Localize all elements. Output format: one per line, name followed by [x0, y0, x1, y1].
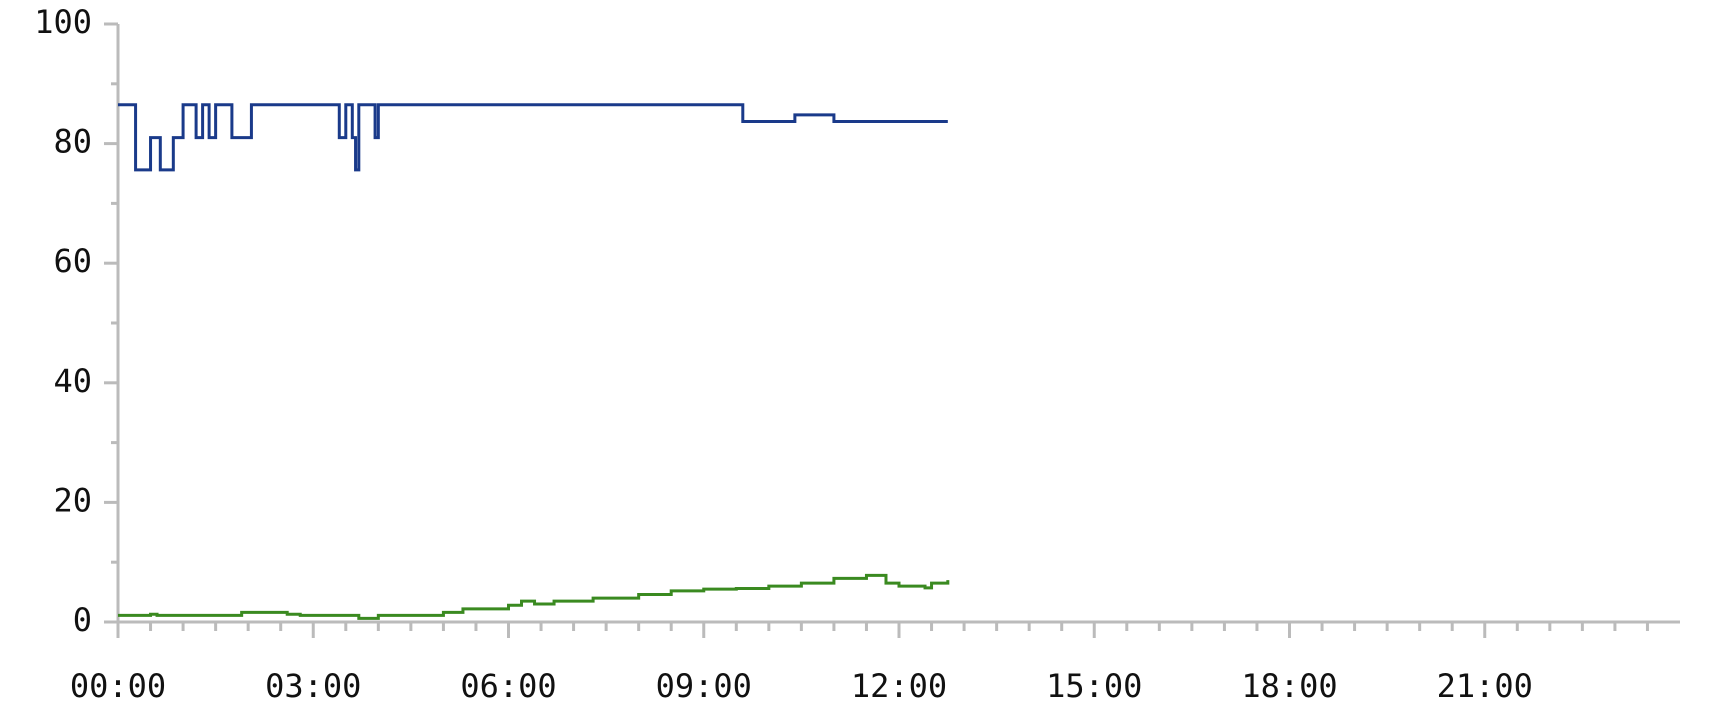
x-tick-label: 09:00 [656, 667, 752, 705]
x-tick-label: 12:00 [851, 667, 947, 705]
series-line [118, 103, 948, 172]
x-tick-label: 15:00 [1046, 667, 1142, 705]
y-tick-label: 60 [53, 242, 92, 280]
y-tick-label: 100 [34, 3, 92, 41]
x-tick-label: 03:00 [265, 667, 361, 705]
y-tick-label: 20 [53, 481, 92, 519]
x-tick-label: 00:00 [70, 667, 166, 705]
series-line [118, 573, 950, 620]
x-tick-label: 06:00 [460, 667, 556, 705]
x-tick-label: 18:00 [1241, 667, 1337, 705]
y-tick-label: 80 [53, 123, 92, 161]
x-tick-label: 21:00 [1437, 667, 1533, 705]
y-tick-label: 0 [73, 601, 92, 639]
y-tick-label: 40 [53, 362, 92, 400]
